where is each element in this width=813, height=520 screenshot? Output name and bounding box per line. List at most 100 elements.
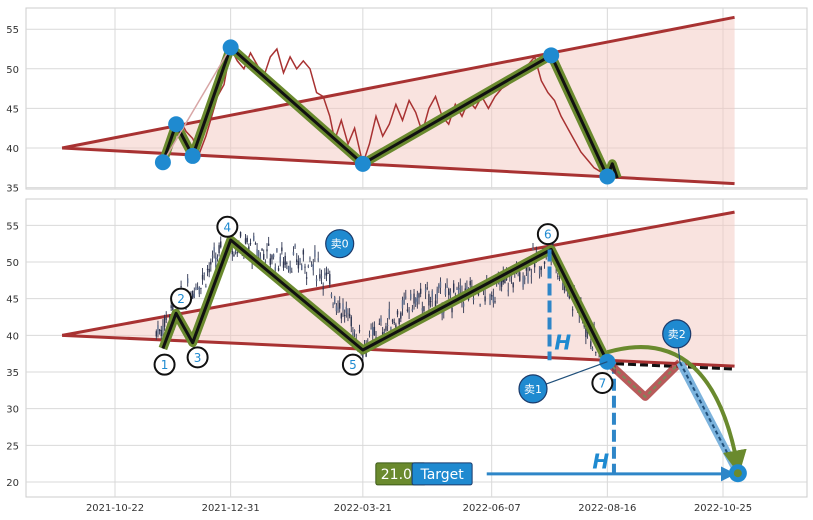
sell-marker-text: 卖2	[668, 328, 686, 341]
candle-body	[591, 348, 594, 351]
bottom-y-tick-label: 55	[6, 221, 19, 232]
candle-body	[413, 293, 415, 304]
top-triangle-fill	[62, 17, 735, 184]
candle-body	[314, 250, 316, 257]
candle-body	[292, 251, 295, 256]
candle-body	[410, 293, 412, 299]
candle-body	[451, 307, 453, 313]
candle-body	[277, 268, 280, 271]
bottom-markers: 1 2 3 4 5 6 7 卖0 卖1 卖2 H H 21.06 Target	[153, 215, 747, 486]
pivot-dot	[222, 39, 239, 56]
x-tick-label: 2022-03-21	[334, 503, 392, 514]
candle-body	[406, 309, 409, 311]
candle-body	[276, 248, 278, 252]
candle-body	[302, 250, 305, 255]
candle-body	[524, 277, 526, 280]
pivot-label-text: 2	[177, 292, 185, 306]
target-label-text: Target	[419, 467, 464, 483]
candle-body	[388, 308, 390, 319]
candle-body	[490, 295, 493, 297]
candle-body	[411, 308, 414, 311]
candle-body	[345, 306, 348, 313]
candle-body	[337, 307, 339, 311]
top-pivot-markers	[154, 39, 616, 185]
candle-body	[261, 248, 263, 251]
bottom-y-axis: 20 25 30 35 40 45 50 55	[6, 221, 19, 489]
projection-red	[606, 360, 681, 399]
candle-body	[585, 328, 587, 338]
pivot-dot	[168, 116, 185, 133]
candle-body	[279, 256, 281, 263]
candle-body	[253, 235, 255, 241]
candle-body	[538, 266, 541, 275]
candle-body	[459, 285, 462, 290]
pivot-label-7	[591, 372, 614, 395]
candle-body	[439, 281, 442, 288]
candle-body	[348, 313, 351, 317]
candle-body	[353, 330, 356, 332]
pivot-dot	[154, 154, 171, 171]
sell-marker-sell0	[325, 229, 355, 259]
candle-body	[438, 285, 440, 289]
candle-body	[215, 256, 217, 268]
x-tick-label: 2022-10-25	[694, 503, 752, 514]
candle-body	[296, 259, 298, 262]
candle-body	[416, 294, 419, 302]
candle-body	[305, 277, 308, 279]
pivot-label-5	[341, 353, 364, 376]
candle-body	[216, 257, 219, 259]
candle-body	[350, 316, 352, 327]
candle-body	[319, 274, 321, 279]
candle-body	[317, 258, 319, 261]
sell-marker-text: 卖0	[331, 238, 349, 251]
pivot-label-3	[186, 346, 209, 369]
height-label-h1: H	[554, 331, 571, 355]
candle-body	[325, 272, 328, 276]
candle-body	[198, 286, 200, 295]
candle-body	[423, 306, 425, 311]
candle-body	[299, 258, 301, 262]
pivot-label-text: 1	[161, 358, 169, 372]
candle-body	[419, 288, 422, 294]
sell-marker-sell1	[518, 374, 548, 404]
bottom-y-tick-label: 25	[6, 441, 19, 452]
candle-body	[206, 268, 209, 270]
candle-body	[527, 272, 529, 283]
candle-body	[479, 304, 481, 306]
candle-body	[472, 298, 475, 301]
candle-body	[378, 323, 381, 325]
candle-body	[358, 330, 361, 332]
candle-body	[426, 287, 428, 289]
candle-body	[259, 256, 262, 260]
candle-body	[452, 283, 455, 293]
candle-body	[287, 266, 290, 270]
candle-body	[300, 265, 303, 271]
candle-body	[401, 300, 404, 309]
candle-body	[160, 329, 162, 336]
top-chart-panel: 35 40 45 50 55	[6, 7, 808, 195]
candle-body	[414, 298, 417, 306]
candle-body	[281, 247, 283, 252]
pivot-label-text: 5	[349, 358, 357, 372]
candle-body	[312, 264, 314, 271]
candle-body	[196, 288, 199, 290]
candle-body	[200, 287, 202, 289]
candle-body	[368, 334, 371, 336]
candle-body	[448, 288, 450, 295]
top-lower-trendline	[62, 146, 735, 186]
candle-body	[431, 290, 433, 301]
candle-body	[208, 268, 210, 273]
candle-body	[428, 294, 430, 306]
candle-body	[211, 255, 214, 257]
candle-body	[400, 312, 402, 319]
candle-body	[193, 293, 196, 298]
bottom-y-tick-label: 50	[6, 258, 19, 269]
candle-body	[231, 250, 234, 255]
x-tick-label: 2022-06-07	[463, 503, 521, 514]
candle-body	[218, 245, 220, 254]
candle-body	[398, 318, 400, 324]
x-tick-label: 2021-10-22	[86, 503, 144, 514]
candle-body	[307, 265, 310, 267]
candle-body	[324, 273, 326, 275]
candle-body	[172, 304, 174, 311]
